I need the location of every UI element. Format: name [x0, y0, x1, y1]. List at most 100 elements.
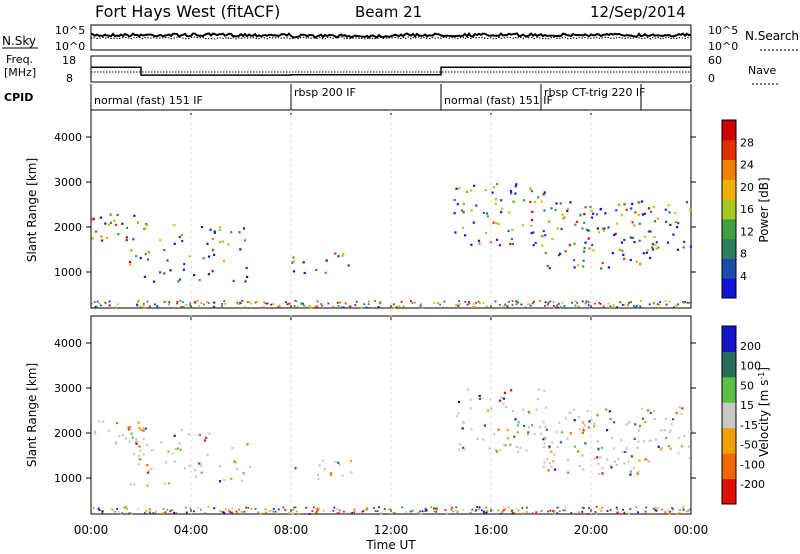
range-cell: [173, 511, 175, 514]
range-cell: [139, 449, 142, 452]
range-cell: [231, 507, 234, 510]
power-colorbar: 28 24 20 16 12 8 4: [721, 119, 754, 299]
range-cell: [91, 218, 94, 221]
range-cell: [128, 512, 131, 515]
range-cell: [94, 432, 97, 435]
range-cell: [631, 202, 634, 205]
range-cell: [332, 306, 334, 309]
range-cell: [433, 510, 436, 513]
range-cell: [433, 301, 436, 304]
range-cell: [152, 280, 156, 283]
range-cell: [630, 207, 633, 210]
range-cell: [189, 304, 191, 306]
range-cell: [553, 453, 556, 456]
range-cell: [456, 510, 459, 513]
range-cell: [546, 264, 549, 267]
range-cell: [455, 187, 458, 190]
range-cell: [581, 506, 583, 509]
range-cell: [548, 266, 551, 270]
range-cell: [618, 203, 621, 206]
range-cell: [340, 306, 343, 309]
range-cell: [535, 511, 538, 514]
noise-panel: N.Sky 10^5 10^0 10^5 10^0 N.Search: [2, 24, 799, 53]
range-cell: [514, 185, 517, 188]
range-cell: [542, 445, 546, 449]
range-cell: [185, 506, 187, 509]
range-cell: [659, 301, 661, 303]
range-cell: [456, 415, 459, 418]
colorbar-step: [722, 278, 736, 299]
range-cell: [482, 302, 485, 304]
range-cell: [641, 200, 644, 203]
colorbar-step: [722, 427, 736, 454]
range-cell: [669, 429, 672, 432]
x-tick-label: 20:00: [574, 523, 609, 537]
range-cell: [475, 204, 478, 207]
range-cell: [537, 196, 540, 199]
range-cell: [238, 231, 241, 234]
range-cell: [590, 209, 593, 212]
range-cell: [362, 510, 365, 512]
range-cell: [221, 303, 223, 305]
range-cell: [485, 232, 488, 235]
range-cell: [524, 306, 527, 309]
range-cell: [193, 300, 196, 303]
range-cell: [651, 246, 654, 249]
range-cell: [504, 405, 508, 409]
range-cell: [682, 506, 685, 509]
range-cell: [285, 301, 287, 303]
range-cell: [540, 432, 543, 435]
range-cell: [294, 506, 297, 509]
cpid-segment-label: rbsp CT-trig 220 IF: [544, 86, 646, 99]
range-cell: [577, 450, 580, 453]
range-cell: [542, 465, 545, 468]
range-cell: [121, 512, 123, 515]
range-cell: [202, 257, 205, 260]
range-cell: [599, 303, 602, 305]
range-cell: [136, 440, 139, 443]
range-cell: [419, 305, 422, 307]
range-cell: [631, 221, 634, 224]
range-cell: [333, 506, 336, 509]
range-cell: [485, 506, 487, 509]
range-cell: [154, 511, 157, 514]
range-cell: [125, 239, 128, 242]
range-cell: [304, 507, 307, 509]
range-cell: [338, 509, 341, 511]
nave-tick-bottom: 0: [708, 72, 715, 85]
range-cell: [166, 259, 169, 262]
range-cell: [478, 506, 481, 509]
range-cell: [649, 411, 652, 414]
range-cell: [465, 190, 468, 193]
range-cell: [562, 509, 565, 512]
range-cell: [506, 428, 509, 432]
range-cell: [98, 302, 101, 305]
range-cell: [130, 249, 133, 252]
range-cell: [674, 221, 678, 224]
range-cell: [114, 223, 117, 226]
range-cell: [140, 429, 143, 432]
range-cell: [162, 508, 165, 510]
range-cell: [296, 305, 299, 308]
range-cell: [347, 264, 350, 267]
range-cell: [166, 508, 169, 511]
range-cell: [211, 237, 214, 241]
range-cell: [292, 256, 295, 259]
range-cell: [655, 509, 658, 512]
range-cell: [293, 305, 296, 307]
range-cell: [511, 510, 513, 512]
range-cell: [561, 301, 564, 304]
range-cell: [652, 410, 656, 413]
range-cell: [419, 510, 422, 513]
range-cell: [597, 449, 601, 452]
range-cell: [342, 252, 345, 256]
range-cell: [151, 449, 154, 452]
range-cell: [556, 506, 559, 509]
range-cell: [317, 477, 320, 480]
range-cell: [237, 303, 240, 305]
noise-search-trace: [90, 36, 692, 40]
range-cell: [576, 302, 579, 304]
range-cell: [523, 424, 526, 428]
range-cell: [243, 306, 246, 308]
range-cell: [145, 510, 148, 512]
